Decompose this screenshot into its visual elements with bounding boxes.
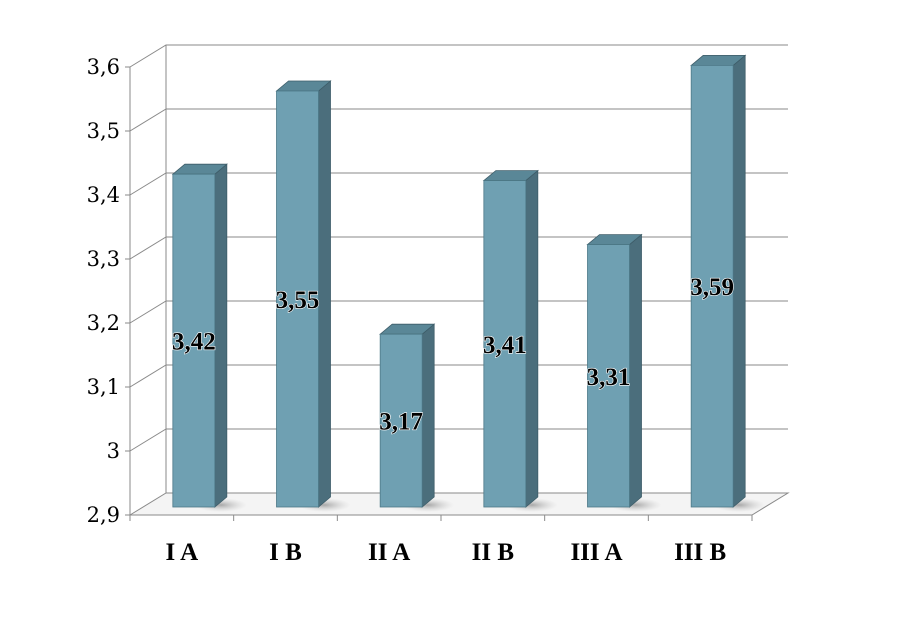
bar-side — [318, 80, 331, 508]
y-tick-label: 2,9 — [87, 503, 120, 527]
data-label: 3,42 — [172, 329, 216, 356]
bar — [172, 173, 216, 508]
bar-side — [525, 169, 539, 508]
gridline — [129, 172, 788, 196]
x-category-label: II A — [368, 539, 410, 566]
y-tick-label: 3,4 — [87, 183, 120, 207]
x-category-label: I B — [269, 539, 302, 566]
bar — [483, 180, 527, 508]
y-tick-label: 3,3 — [87, 247, 120, 271]
gridline — [129, 300, 788, 324]
x-category-label: I A — [166, 539, 199, 566]
bars — [171, 54, 766, 512]
bar-side — [421, 323, 435, 508]
bar — [276, 90, 319, 508]
data-label: 3,17 — [379, 409, 423, 436]
data-label: 3,31 — [587, 364, 631, 391]
data-labels: 3,42 3,55 3,17 3,41 3,31 3,59 — [171, 274, 734, 437]
bar — [690, 65, 734, 508]
y-tick-label: 3,1 — [87, 375, 120, 399]
data-label: 3,55 — [276, 287, 320, 314]
gridline — [129, 236, 788, 260]
y-tick-label: 3,5 — [87, 119, 120, 143]
gridline — [129, 44, 788, 68]
y-tick-label: 3,6 — [87, 55, 120, 79]
x-axis-category-labels: I A I B II A II B III A III B — [166, 539, 727, 566]
data-label: 3,41 — [483, 332, 527, 359]
x-category-label: III A — [570, 539, 622, 566]
bar-side — [629, 233, 642, 508]
y-axis-tick-labels: 2,9 3 3,1 3,2 3,3 3,4 3,5 3,6 — [87, 55, 120, 527]
bar-side — [214, 163, 228, 508]
x-category-label: II B — [472, 539, 514, 566]
y-tick-label: 3 — [107, 439, 120, 463]
y-tick-label: 3,2 — [87, 311, 120, 335]
data-label: 3,59 — [690, 274, 734, 301]
bar — [379, 333, 423, 508]
x-category-label: III B — [674, 539, 726, 566]
gridlines — [129, 44, 788, 452]
gridline — [129, 428, 788, 452]
bar-side — [732, 54, 746, 508]
gridline — [129, 108, 788, 132]
gridline — [129, 364, 788, 388]
bar — [587, 244, 630, 508]
